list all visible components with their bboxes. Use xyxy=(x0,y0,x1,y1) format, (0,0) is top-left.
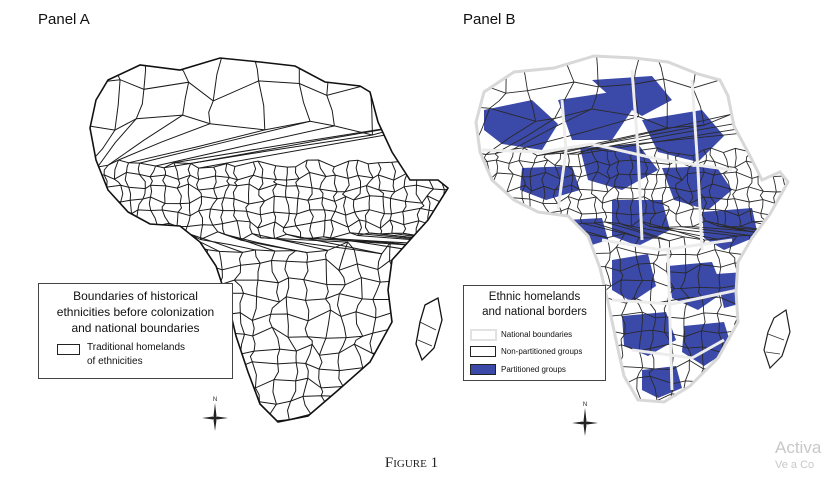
legend-a-title-line-1: Boundaries of historical xyxy=(73,289,198,303)
figure-caption-text: Figure 1 xyxy=(384,455,439,471)
panel-a-title: Panel A xyxy=(38,11,90,28)
national-boundaries-swatch xyxy=(470,329,497,341)
legend-a-title-line-2: ethnicities before colonization xyxy=(56,305,215,319)
homelands-swatch xyxy=(57,344,80,355)
compass-north-label: N xyxy=(213,397,217,403)
activation-watermark: Activa Ve a Co xyxy=(775,438,823,471)
partitioned-swatch xyxy=(470,364,496,375)
legend-b-title-line-2: and national borders xyxy=(482,306,587,318)
panel-b-legend: Ethnic homelands and national borders Na… xyxy=(463,285,606,381)
compass-rose-icon: N xyxy=(572,402,598,436)
watermark-line-1: Activa xyxy=(775,438,822,457)
non-partitioned-swatch xyxy=(470,346,496,357)
figure-caption: Figure 1 xyxy=(0,455,823,472)
panel-a-legend-title: Boundaries of historical ethnicities bef… xyxy=(39,288,232,336)
legend-a-item-line-1: Traditional homelands xyxy=(87,342,186,353)
watermark-line-2: Ve a Co xyxy=(775,459,815,471)
legend-a-title-line-3: and national boundaries xyxy=(71,321,200,335)
legend-item-label: Partitioned groups xyxy=(501,365,566,374)
panel-b-title: Panel B xyxy=(463,11,516,28)
legend-b-title-line-1: Ethnic homelands xyxy=(488,291,581,303)
legend-item-label: Non-partitioned groups xyxy=(501,347,583,356)
panel-b-africa-map xyxy=(474,54,791,404)
panel-b-legend-title: Ethnic homelands and national borders xyxy=(464,290,605,320)
compass-north-label: N xyxy=(583,402,587,408)
legend-item-label: National boundaries xyxy=(501,330,573,339)
compass-rose-icon: N xyxy=(202,397,228,431)
legend-a-item-line-2: of ethnicities xyxy=(87,356,143,367)
panel-a-legend: Boundaries of historical ethnicities bef… xyxy=(38,283,233,379)
